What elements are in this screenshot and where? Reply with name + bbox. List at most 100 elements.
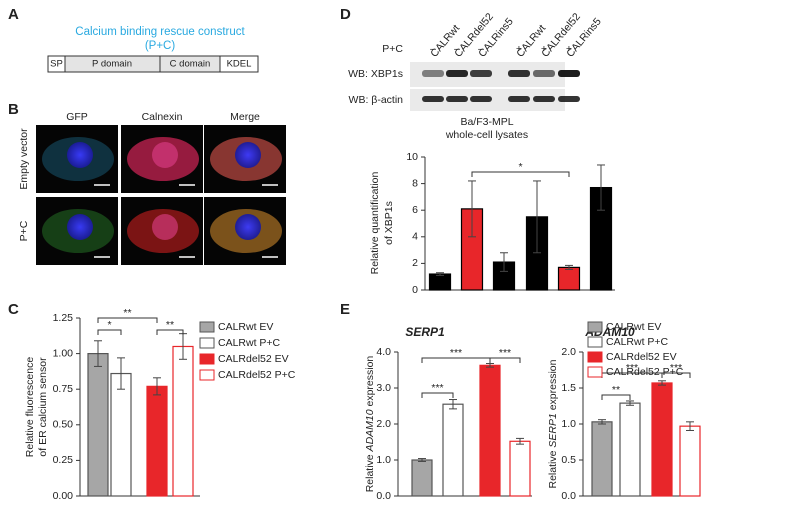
domain-label: C domain [170, 59, 211, 70]
error-bar [500, 252, 508, 272]
y-tick-label: 2 [412, 257, 418, 269]
significance-bracket [601, 394, 631, 400]
significance-label: * [107, 319, 111, 331]
significance-label: *** [626, 362, 638, 374]
blot-band [558, 70, 580, 77]
significance-label: *** [450, 347, 462, 359]
y-tick-label: 2.0 [376, 418, 391, 430]
y-tick-label: 2.0 [561, 346, 576, 358]
panel-letter: B [8, 101, 19, 118]
nucleus [152, 214, 178, 240]
domain-label: P domain [92, 59, 132, 70]
legend-label: CALRwt EV [606, 321, 661, 333]
y-tick-label: 0.00 [53, 490, 74, 502]
y-tick-label: 0.0 [561, 490, 576, 502]
bar [442, 403, 464, 497]
y-axis-label: Relative SERP1 expression [547, 359, 559, 488]
error-bar [565, 264, 573, 270]
error-bar [533, 180, 541, 254]
legend-swatch [199, 337, 215, 349]
legend-label: CALRdel52 P+C [218, 369, 296, 381]
construct-diagram [47, 55, 259, 73]
legend-label: CALRdel52 EV [606, 351, 677, 363]
blot-row-label: WB: β-actin [349, 94, 404, 106]
y-axis-label: Relative quantification [369, 171, 381, 274]
significance-bracket [156, 329, 184, 335]
significance-bracket [97, 329, 122, 335]
legend-swatch [199, 321, 215, 333]
error-bar [626, 400, 634, 406]
bar [110, 372, 132, 497]
y-axis-label: of ER calcium sensor [37, 357, 49, 457]
panel-letter: D [340, 6, 351, 23]
bar [411, 459, 433, 497]
y-axis-label: Relative ADAM10 expression [364, 356, 376, 493]
y-tick-label: 1.0 [376, 454, 391, 466]
error-bar [436, 272, 444, 276]
error-bar [516, 437, 524, 445]
domain-label: SP [50, 59, 63, 70]
legend-label: CALRwt EV [218, 321, 273, 333]
legend-swatch [587, 366, 603, 378]
row-header: P+C [18, 220, 30, 241]
significance-label: ** [612, 384, 620, 396]
y-tick-label: 0.5 [561, 454, 576, 466]
bar [428, 273, 452, 291]
treatment-label: P+C [382, 43, 403, 55]
treatment-mark: – [430, 43, 436, 55]
blot-caption: whole-cell lysates [445, 129, 528, 141]
nucleus [67, 214, 93, 240]
panel-letter: C [8, 301, 19, 318]
legend-label: CALRwt P+C [606, 336, 669, 348]
y-tick-label: 6 [412, 204, 418, 216]
nucleus [152, 142, 178, 168]
domain-box [219, 55, 259, 73]
nucleus [67, 142, 93, 168]
blot-band [422, 96, 444, 102]
significance-bracket [661, 372, 691, 378]
bar [479, 364, 501, 497]
y-axis-label-part: expression [364, 356, 376, 410]
bar [509, 440, 531, 497]
significance-label: ** [123, 307, 131, 319]
y-tick-label: 0.0 [376, 490, 391, 502]
error-bar [486, 363, 494, 368]
bar [557, 266, 581, 291]
treatment-mark: + [541, 43, 547, 55]
significance-label: * [518, 161, 522, 173]
chart-title: SERP1 [405, 325, 445, 339]
treatment-mark: – [454, 43, 460, 55]
y-tick-label: 4.0 [376, 346, 391, 358]
treatment-mark: + [566, 43, 572, 55]
blot-band [470, 96, 492, 102]
legend-label: CALRdel52 EV [218, 353, 289, 365]
blot-band [446, 96, 468, 102]
bar [619, 402, 641, 497]
nucleus [235, 142, 261, 168]
significance-label: *** [431, 382, 443, 394]
significance-label: *** [670, 362, 682, 374]
y-axis-label-part: expression [547, 359, 559, 413]
legend-swatch [587, 351, 603, 363]
bar [679, 425, 701, 497]
y-tick-label: 1.5 [561, 382, 576, 394]
y-tick-label: 0.50 [53, 419, 74, 431]
row-header: Empty vector [18, 128, 30, 190]
error-bar [418, 458, 426, 462]
error-bar [117, 357, 125, 390]
blot-band [533, 96, 555, 102]
treatment-mark: – [478, 43, 484, 55]
y-tick-label: 8 [412, 177, 418, 189]
legend-swatch [587, 321, 603, 333]
error-bar [449, 399, 457, 410]
y-axis-label-part: Relative [364, 451, 376, 492]
error-bar [686, 421, 694, 431]
significance-label: *** [499, 347, 511, 359]
column-header: GFP [66, 111, 88, 123]
legend-label: CALRwt P+C [218, 337, 281, 349]
treatment-mark: + [516, 43, 522, 55]
blot-band [533, 70, 555, 77]
blot-row-label: WB: XBP1s [348, 68, 403, 80]
y-tick-label: 4 [412, 231, 418, 243]
